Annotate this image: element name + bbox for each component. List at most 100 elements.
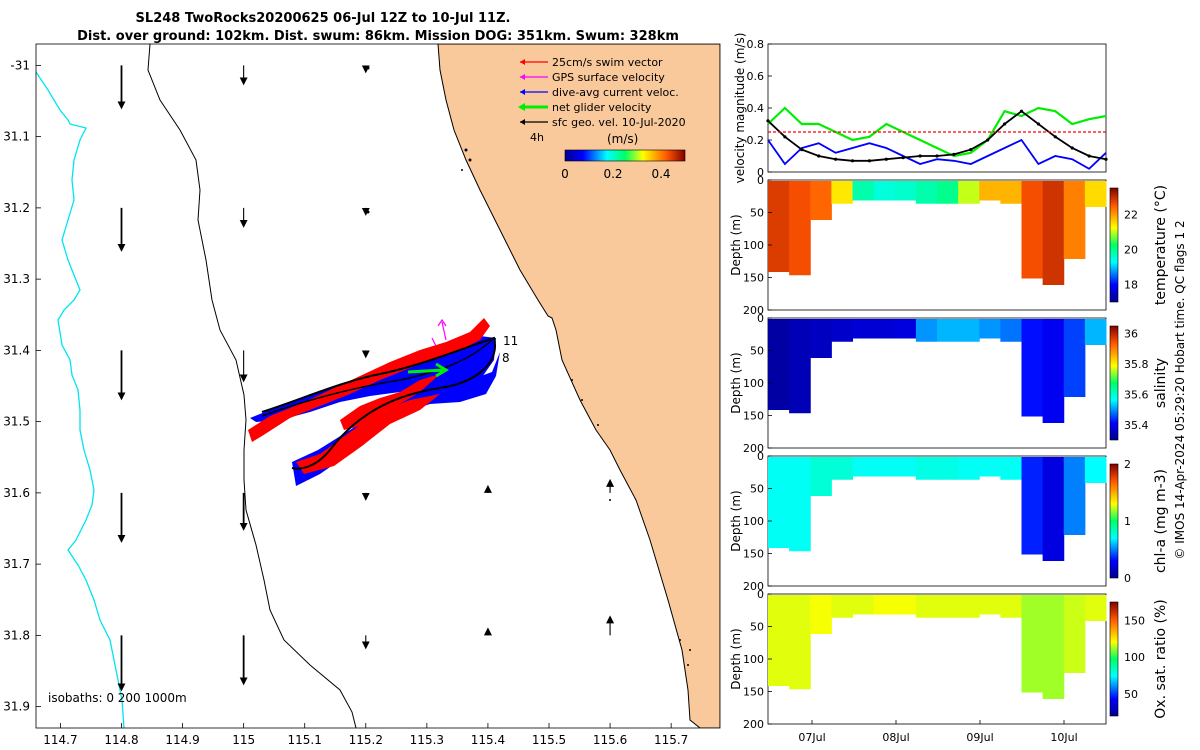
legend-swim: 25cm/s swim vector: [552, 56, 663, 69]
section-column: [958, 181, 980, 204]
section-ytick-label: 0: [757, 588, 764, 601]
velocity-point: [800, 148, 804, 152]
map-xtick-label: 115.7: [654, 733, 688, 747]
section-salinity-section: 0 50 100 150 200 Depth (m) 35.4 35.6 35.8 36 salin…: [729, 312, 1169, 455]
section-ytick-label: 50: [750, 621, 764, 634]
section-ytick-label: 150: [743, 686, 764, 699]
section-column: [1084, 181, 1107, 207]
section-ytick-label: 100: [743, 239, 764, 252]
map-xtick-label: 115.5: [532, 733, 566, 747]
section-ytick-label: 50: [750, 483, 764, 496]
vel-ytick-label: 0.8: [747, 38, 765, 51]
section-column: [979, 319, 1001, 339]
land-mass: [437, 44, 720, 728]
map-x-ticks: 114.7 114.8 114.9 115 115.1 115.2 115.3 115.4 11…: [43, 723, 688, 747]
section-column: [937, 181, 959, 204]
section-oxygen-section: 0 50 100 150 200 Depth (m) 50 100 150 Ox. sat. ra…: [729, 588, 1169, 731]
time-tick-label: 08Jul: [882, 731, 909, 744]
section-column: [979, 181, 1001, 201]
section-column: [894, 319, 917, 339]
section-ytick-label: 100: [743, 653, 764, 666]
legend-current: dive-avg current veloc.: [552, 86, 679, 99]
section-column: [768, 457, 790, 548]
section-column: [1000, 319, 1022, 342]
map-xtick-label: 115.2: [349, 733, 383, 747]
section-column: [873, 595, 896, 615]
section-ytick-label: 100: [743, 515, 764, 528]
map-ytick-label: 31.7: [3, 557, 30, 571]
section-column: [1021, 319, 1044, 417]
section-column: [1000, 457, 1022, 480]
section-column: [1084, 595, 1107, 621]
map-ytick-label: 31.9: [3, 700, 30, 714]
legend-geo: sfc geo. vel. 10-Jul-2020: [552, 116, 686, 129]
colorbar-label: salinity: [1153, 358, 1169, 408]
section-ylabel: Depth (m): [729, 214, 743, 275]
section-ytick-label: 50: [750, 207, 764, 220]
section-column: [1042, 457, 1065, 561]
time-tick-label: 09Jul: [966, 731, 993, 744]
section-column: [831, 319, 853, 342]
section-ytick-label: 200: [743, 718, 764, 731]
track-line: [261, 336, 497, 470]
map-ytick-label: 31.6: [3, 486, 30, 500]
section-column: [958, 457, 980, 480]
map-ytick-label: 31.1: [3, 130, 30, 144]
map-ytick-label: 31.3: [3, 272, 30, 286]
section-ytick-label: 0: [757, 312, 764, 325]
title-line-1: SL248 TwoRocks20200625 06-Jul 12Z to 10-…: [136, 11, 511, 26]
velocity-point: [935, 154, 939, 158]
section-column: [831, 457, 853, 480]
velocity-point: [1104, 157, 1108, 161]
velocity-point: [1036, 122, 1040, 126]
velocity-point: [1087, 154, 1091, 158]
velocity-point: [969, 148, 973, 152]
colorbar-label: Ox. sat. ratio (%): [1153, 599, 1169, 718]
velocity-series-line: [767, 106, 1107, 158]
section-ytick-label: 150: [743, 548, 764, 561]
section-ytick-label: 200: [743, 442, 764, 455]
section-column: [873, 181, 896, 201]
section-column: [768, 319, 790, 410]
velocity-series-line: [767, 138, 1107, 170]
section-column: [937, 457, 959, 480]
section-column: [1021, 595, 1044, 693]
section-column: [1084, 319, 1107, 345]
section-column: [1042, 181, 1065, 285]
velocity-point: [1053, 135, 1057, 139]
section-column: [979, 457, 1001, 477]
colorbar-label: chl-a (mg m-3): [1153, 469, 1169, 573]
map-y-ticks: -31 31.1 31.2 31.3 31.4 31.5 31.6 31.7 31.8 31.9: [3, 58, 41, 714]
velocity-y-ticks: 0 0.2 0.4 0.6 0.8: [747, 38, 772, 179]
velocity-panel: 0 0.2 0.4 0.6 0.8 velocity magnitude (m/s): [733, 33, 1108, 183]
colorbar-tick-label: 0: [1124, 572, 1131, 585]
velocity-point: [884, 157, 888, 161]
section-column: [852, 595, 875, 615]
map-panel: 11 8 114.7 114.8 114.9 115 115.1 115.2 115.3 11…: [3, 43, 721, 747]
velocity-point: [1019, 109, 1024, 113]
colorbar-tick-label: 20: [1124, 243, 1138, 256]
map-cb-tick: 0.4: [651, 167, 670, 181]
section-column: [873, 319, 896, 339]
colorbar-tick-label: 36: [1124, 328, 1138, 341]
section-column: [958, 319, 980, 342]
colorbar-tick-label: 50: [1124, 688, 1138, 701]
velocity-point: [867, 159, 872, 163]
map-xtick-label: 115.1: [288, 733, 322, 747]
section-ytick-label: 0: [757, 450, 764, 463]
vel-ytick-label: 0: [757, 166, 764, 179]
velocity-point: [952, 152, 956, 156]
velocity-point: [1003, 122, 1007, 126]
map-ytick-label: 31.2: [3, 201, 30, 215]
section-column: [915, 319, 938, 342]
glider-track: 11 8: [248, 318, 518, 486]
section-column: [789, 595, 811, 690]
net-velocity-arrow: [407, 362, 449, 378]
section-ytick-label: 0: [757, 174, 764, 187]
section-column: [937, 595, 959, 618]
section-column: [789, 319, 811, 414]
section-column: [852, 319, 875, 339]
section-column: [894, 181, 917, 201]
map-ytick-label: 31.8: [3, 628, 30, 642]
